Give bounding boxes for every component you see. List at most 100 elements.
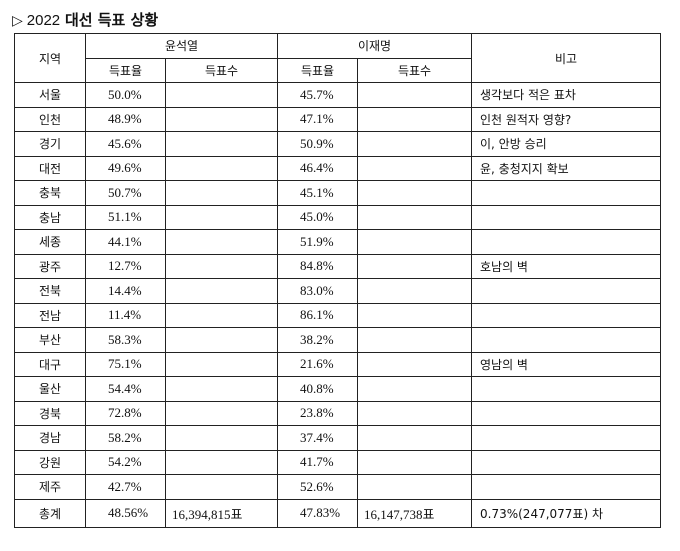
note-cell xyxy=(471,204,661,230)
note-cell xyxy=(471,327,661,353)
yoon-rate-cell: 48.9% xyxy=(85,106,166,132)
region-cell: 대구 xyxy=(14,351,86,377)
note-cell: 생각보다 적은 표차 xyxy=(471,82,661,108)
lee-count-cell xyxy=(357,474,472,500)
note-cell xyxy=(471,376,661,402)
total-label: 총계 xyxy=(14,498,86,528)
yoon-count-cell xyxy=(165,425,278,451)
table-row: 전북 14.4% 83.0% xyxy=(14,278,661,304)
total-row: 총계 48.56% 16,394,815표 47.83% 16,147,738표… xyxy=(14,498,661,528)
note-cell: 윤, 충청지지 확보 xyxy=(471,155,661,181)
yoon-rate-cell: 58.2% xyxy=(85,425,166,451)
election-results-table: 지역 윤석열 이재명 비고 득표율 득표수 득표율 득표수 서울 50.0% 45.… xyxy=(14,33,661,528)
table-row: 충남 51.1% 45.0% xyxy=(14,204,661,230)
lee-rate-cell: 83.0% xyxy=(277,278,358,304)
table-row: 경북 72.8% 23.8% xyxy=(14,400,661,426)
lee-rate-cell: 38.2% xyxy=(277,327,358,353)
yoon-count-cell xyxy=(165,351,278,377)
header-region: 지역 xyxy=(14,33,86,83)
lee-count-cell xyxy=(357,106,472,132)
lee-count-cell xyxy=(357,449,472,475)
yoon-count-cell xyxy=(165,82,278,108)
yoon-rate-cell: 12.7% xyxy=(85,253,166,279)
yoon-rate-cell: 58.3% xyxy=(85,327,166,353)
yoon-rate-cell: 54.2% xyxy=(85,449,166,475)
region-cell: 충북 xyxy=(14,180,86,206)
lee-count-cell xyxy=(357,229,472,255)
table-row: 충북 50.7% 45.1% xyxy=(14,180,661,206)
header-yoon-rate: 득표율 xyxy=(85,57,166,83)
lee-rate-cell: 37.4% xyxy=(277,425,358,451)
triangle-marker-icon: ▷ xyxy=(12,13,23,29)
region-cell: 인천 xyxy=(14,106,86,132)
region-cell: 경남 xyxy=(14,425,86,451)
yoon-count-cell xyxy=(165,278,278,304)
table-row: 전남 11.4% 86.1% xyxy=(14,302,661,328)
note-cell xyxy=(471,449,661,475)
yoon-count-cell xyxy=(165,180,278,206)
yoon-count-cell xyxy=(165,327,278,353)
note-cell xyxy=(471,229,661,255)
lee-rate-cell: 52.6% xyxy=(277,474,358,500)
yoon-rate-cell: 42.7% xyxy=(85,474,166,500)
region-cell: 전남 xyxy=(14,302,86,328)
note-cell: 인천 원적자 영향? xyxy=(471,106,661,132)
table-row: 인천 48.9% 47.1% 인천 원적자 영향? xyxy=(14,106,661,132)
yoon-count-cell xyxy=(165,106,278,132)
note-cell: 이, 안방 승리 xyxy=(471,131,661,157)
yoon-rate-cell: 49.6% xyxy=(85,155,166,181)
lee-count-cell xyxy=(357,327,472,353)
lee-rate-cell: 86.1% xyxy=(277,302,358,328)
lee-count-cell xyxy=(357,351,472,377)
lee-rate-cell: 84.8% xyxy=(277,253,358,279)
note-cell xyxy=(471,278,661,304)
header-note: 비고 xyxy=(471,33,661,83)
header-lee-rate: 득표율 xyxy=(277,57,358,83)
yoon-count-cell xyxy=(165,400,278,426)
lee-count-cell xyxy=(357,302,472,328)
table-row: 대구 75.1% 21.6% 영남의 벽 xyxy=(14,351,661,377)
title-year: 2022 xyxy=(26,12,61,29)
total-yoon-rate: 48.56% xyxy=(85,498,166,528)
table-body: 서울 50.0% 45.7% 생각보다 적은 표차 인천 48.9% 47.1% 인천 원적자… xyxy=(14,82,661,500)
region-cell: 울산 xyxy=(14,376,86,402)
lee-rate-cell: 45.1% xyxy=(277,180,358,206)
region-cell: 충남 xyxy=(14,204,86,230)
note-cell xyxy=(471,400,661,426)
note-cell: 영남의 벽 xyxy=(471,351,661,377)
region-cell: 경기 xyxy=(14,131,86,157)
lee-count-cell xyxy=(357,400,472,426)
yoon-rate-cell: 44.1% xyxy=(85,229,166,255)
lee-rate-cell: 46.4% xyxy=(277,155,358,181)
lee-count-cell xyxy=(357,131,472,157)
lee-count-cell xyxy=(357,253,472,279)
lee-rate-cell: 21.6% xyxy=(277,351,358,377)
table-row: 세종 44.1% 51.9% xyxy=(14,229,661,255)
lee-rate-cell: 47.1% xyxy=(277,106,358,132)
lee-count-cell xyxy=(357,376,472,402)
table-row: 경기 45.6% 50.9% 이, 안방 승리 xyxy=(14,131,661,157)
yoon-rate-cell: 50.0% xyxy=(85,82,166,108)
note-cell xyxy=(471,425,661,451)
yoon-rate-cell: 14.4% xyxy=(85,278,166,304)
document-title: ▷ 2022 대선 득표 상황 xyxy=(12,10,158,31)
yoon-count-cell xyxy=(165,229,278,255)
table-row: 대전 49.6% 46.4% 윤, 충청지지 확보 xyxy=(14,155,661,181)
title-text: 대선 득표 상황 xyxy=(64,11,159,29)
yoon-count-cell xyxy=(165,131,278,157)
lee-rate-cell: 45.7% xyxy=(277,82,358,108)
lee-count-cell xyxy=(357,425,472,451)
region-cell: 부산 xyxy=(14,327,86,353)
lee-count-cell xyxy=(357,278,472,304)
yoon-rate-cell: 51.1% xyxy=(85,204,166,230)
total-note: 0.73%(247,077표) 차 xyxy=(471,498,661,528)
total-lee-rate: 47.83% xyxy=(277,498,358,528)
yoon-rate-cell: 54.4% xyxy=(85,376,166,402)
table-row: 울산 54.4% 40.8% xyxy=(14,376,661,402)
yoon-rate-cell: 45.6% xyxy=(85,131,166,157)
yoon-rate-cell: 50.7% xyxy=(85,180,166,206)
table-row: 강원 54.2% 41.7% xyxy=(14,449,661,475)
lee-rate-cell: 40.8% xyxy=(277,376,358,402)
total-yoon-count: 16,394,815표 xyxy=(165,498,278,528)
region-cell: 광주 xyxy=(14,253,86,279)
